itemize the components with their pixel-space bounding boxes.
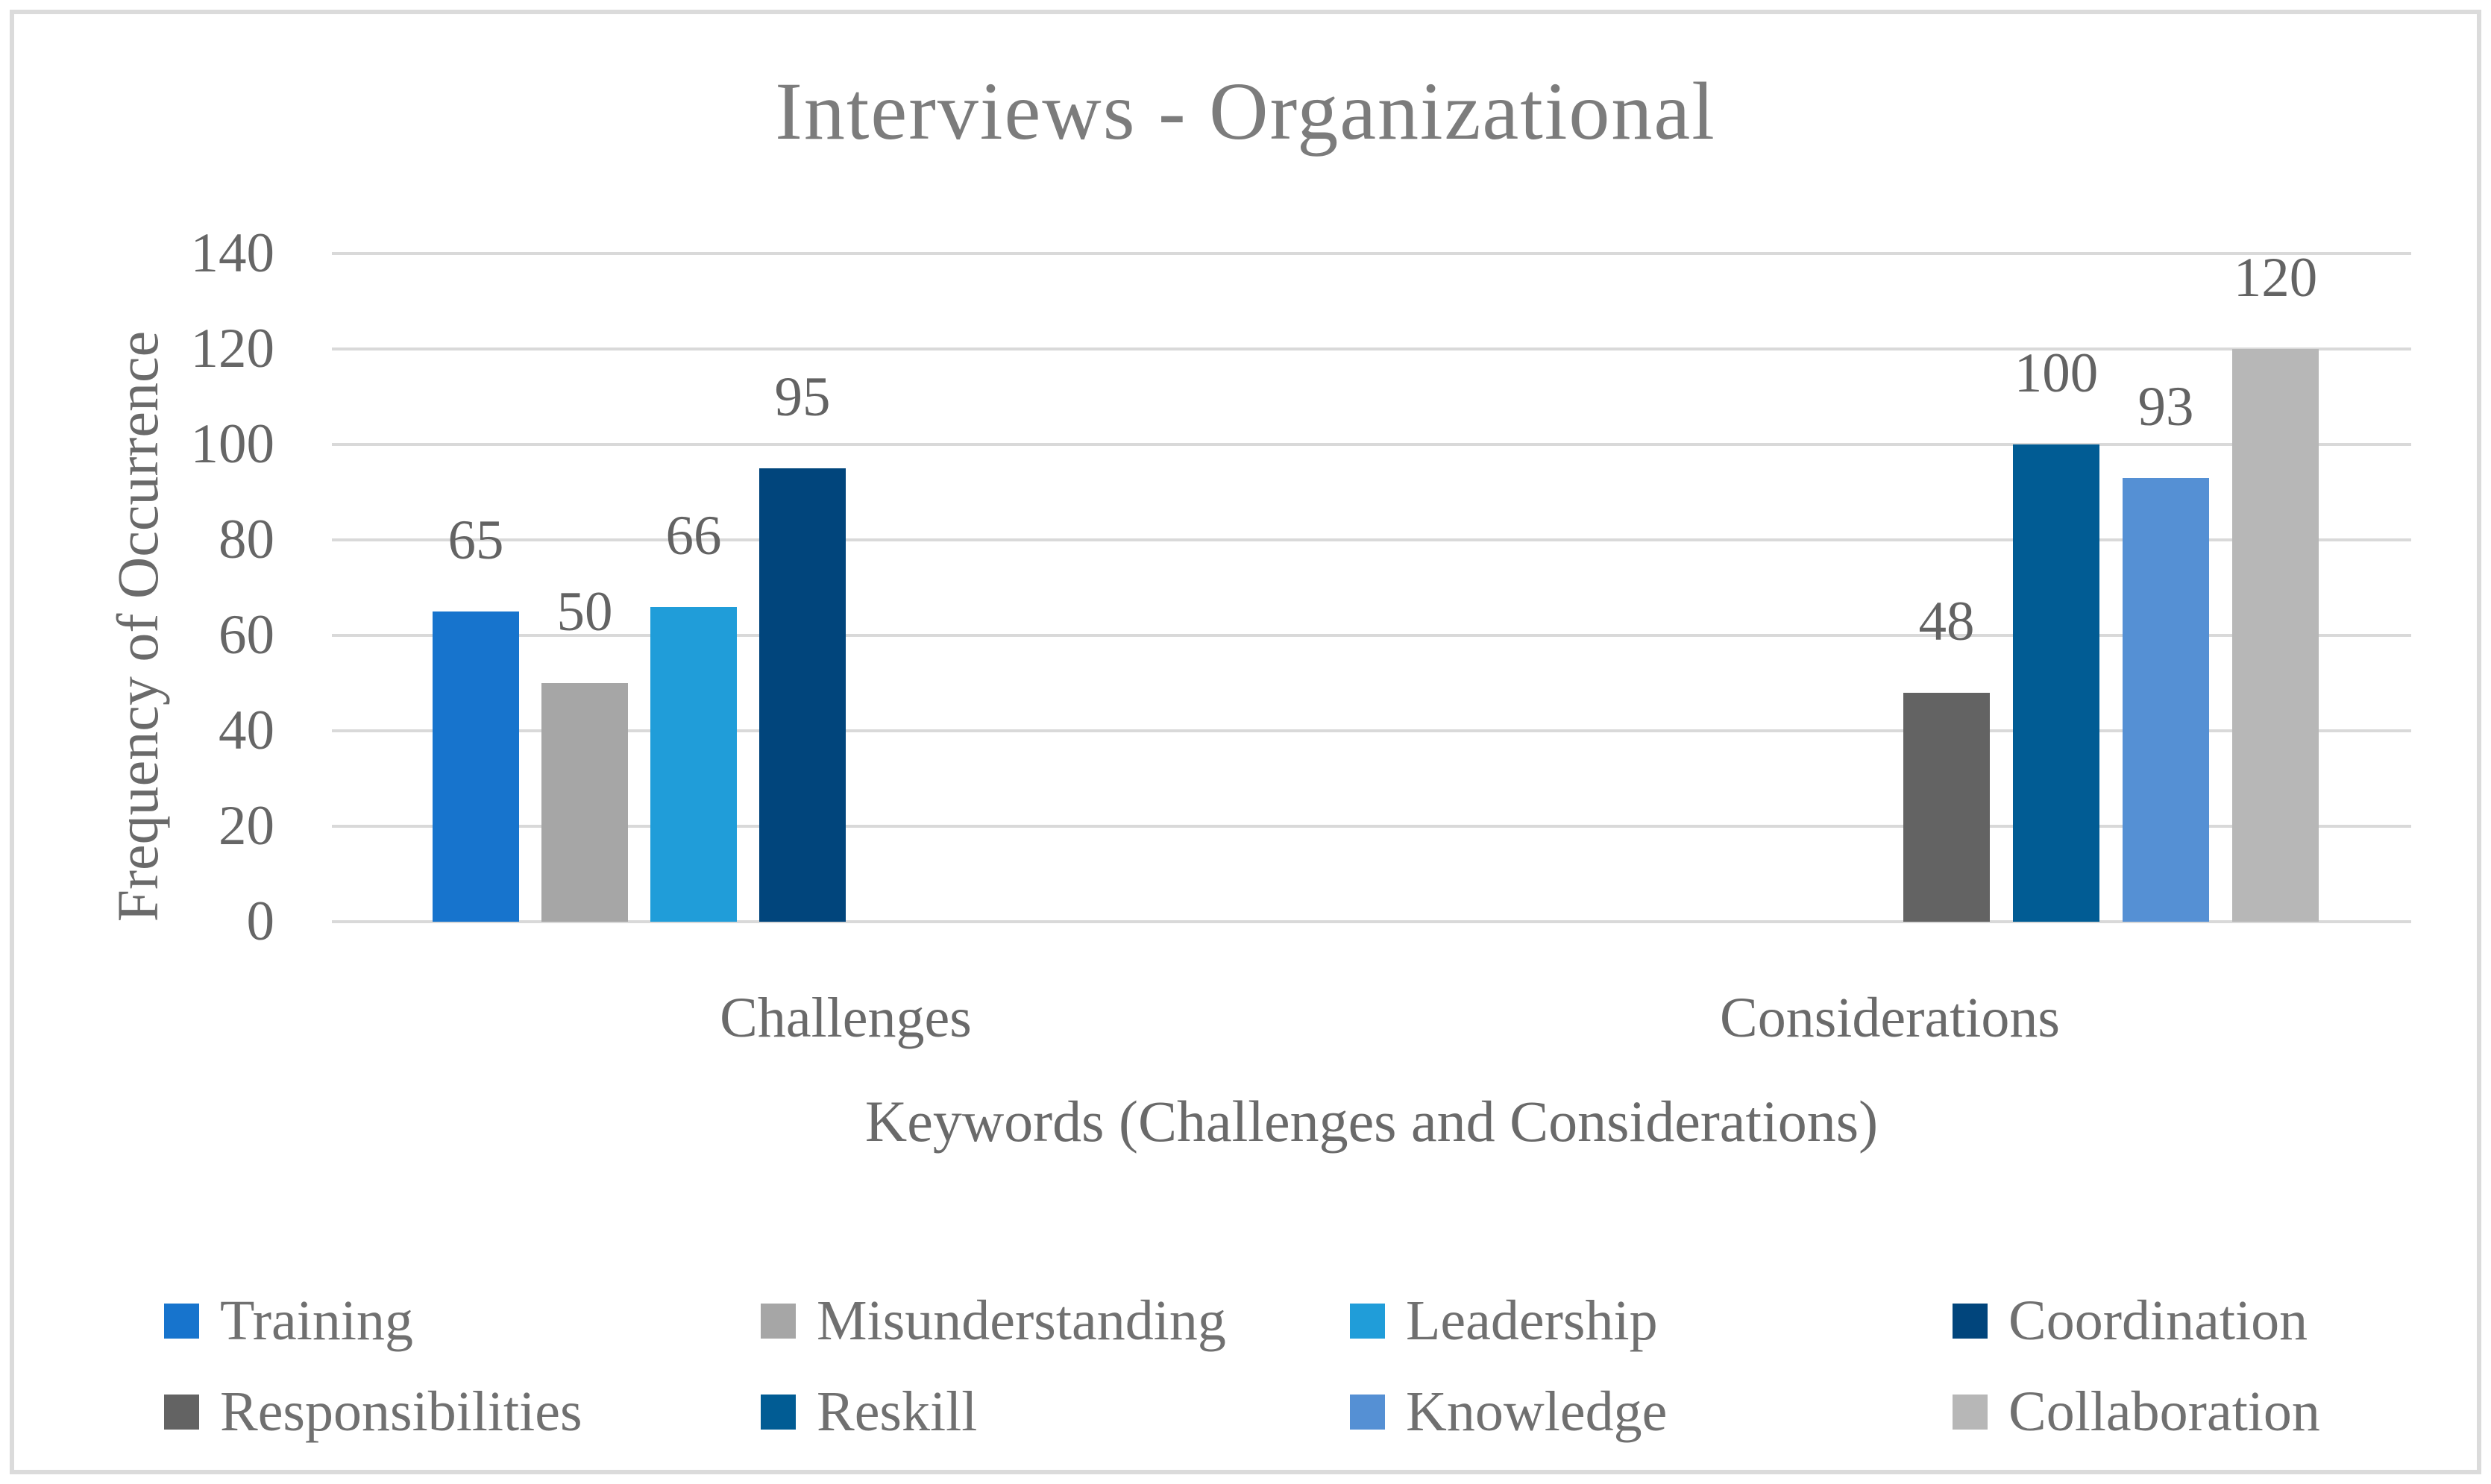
legend-label: Responsibilities	[220, 1380, 582, 1443]
legend-item-responsibilities: Responsibilities	[164, 1383, 582, 1440]
gridline	[332, 920, 2411, 923]
legend-label: Collaboration	[2008, 1380, 2320, 1443]
legend-item-leadership: Leadership	[1350, 1292, 1658, 1349]
legend-label: Coordination	[2008, 1289, 2308, 1352]
bar-value-label: 50	[556, 581, 613, 643]
bar-value-label: 95	[774, 366, 831, 428]
legend-label: Reskill	[817, 1380, 978, 1443]
bar-value-label: 100	[2014, 342, 2099, 404]
bar-value-label: 48	[1918, 591, 1975, 653]
legend-item-training: Training	[164, 1292, 413, 1349]
y-tick-label: 0	[246, 890, 275, 952]
legend-swatch-knowledge	[1350, 1394, 1385, 1430]
bar-leadership	[650, 607, 737, 922]
legend-label: Knowledge	[1406, 1380, 1668, 1443]
bar-value-label: 65	[447, 509, 504, 571]
bar-value-label: 93	[2137, 376, 2194, 438]
legend-swatch-responsibilities	[164, 1394, 199, 1430]
gridline	[332, 252, 2411, 255]
bar-knowledge	[2123, 478, 2209, 922]
legend-swatch-misunderstanding	[761, 1303, 796, 1339]
bar-value-label: 120	[2233, 247, 2318, 309]
y-tick-label: 60	[219, 604, 274, 666]
legend-label: Leadership	[1406, 1289, 1658, 1352]
y-tick-label: 100	[190, 413, 275, 475]
gridline	[332, 729, 2411, 732]
chart-title: Interviews - Organizational	[775, 66, 1716, 157]
gridline	[332, 634, 2411, 637]
legend-item-collaboration: Collaboration	[1953, 1383, 2320, 1440]
bar-responsibilities	[1903, 693, 1990, 922]
y-tick-label: 140	[190, 222, 275, 284]
bar-misunderstanding	[541, 683, 628, 922]
bar-training	[433, 611, 519, 922]
y-tick-label: 80	[219, 509, 274, 570]
legend-swatch-coordination	[1953, 1303, 1988, 1339]
bar-collaboration	[2232, 349, 2319, 922]
gridline	[332, 825, 2411, 828]
legend-label: Misunderstanding	[817, 1289, 1226, 1352]
y-tick-label: 120	[190, 318, 275, 380]
gridline	[332, 538, 2411, 541]
y-tick-label: 20	[219, 795, 274, 857]
y-axis-title: Frequency of Occurrence	[105, 330, 170, 922]
legend-item-reskill: Reskill	[761, 1383, 977, 1440]
x-axis-title: Keywords (Challenges and Considerations)	[864, 1089, 1879, 1154]
legend-label: Training	[220, 1289, 414, 1352]
legend-swatch-reskill	[761, 1394, 796, 1430]
legend-swatch-training	[164, 1303, 199, 1339]
bar-value-label: 66	[665, 505, 722, 567]
figure-border	[10, 10, 2481, 1474]
gridline	[332, 443, 2411, 446]
legend-swatch-collaboration	[1953, 1394, 1988, 1430]
bar-reskill	[2013, 444, 2099, 922]
legend-item-misunderstanding: Misunderstanding	[761, 1292, 1226, 1349]
x-category-label-challenges: Challenges	[720, 987, 972, 1049]
legend-item-knowledge: Knowledge	[1350, 1383, 1667, 1440]
legend-swatch-leadership	[1350, 1303, 1385, 1339]
y-tick-label: 40	[219, 699, 274, 761]
bar-coordination	[759, 468, 846, 922]
gridline	[332, 348, 2411, 350]
legend-item-coordination: Coordination	[1953, 1292, 2308, 1349]
x-category-label-considerations: Considerations	[1720, 987, 2060, 1049]
